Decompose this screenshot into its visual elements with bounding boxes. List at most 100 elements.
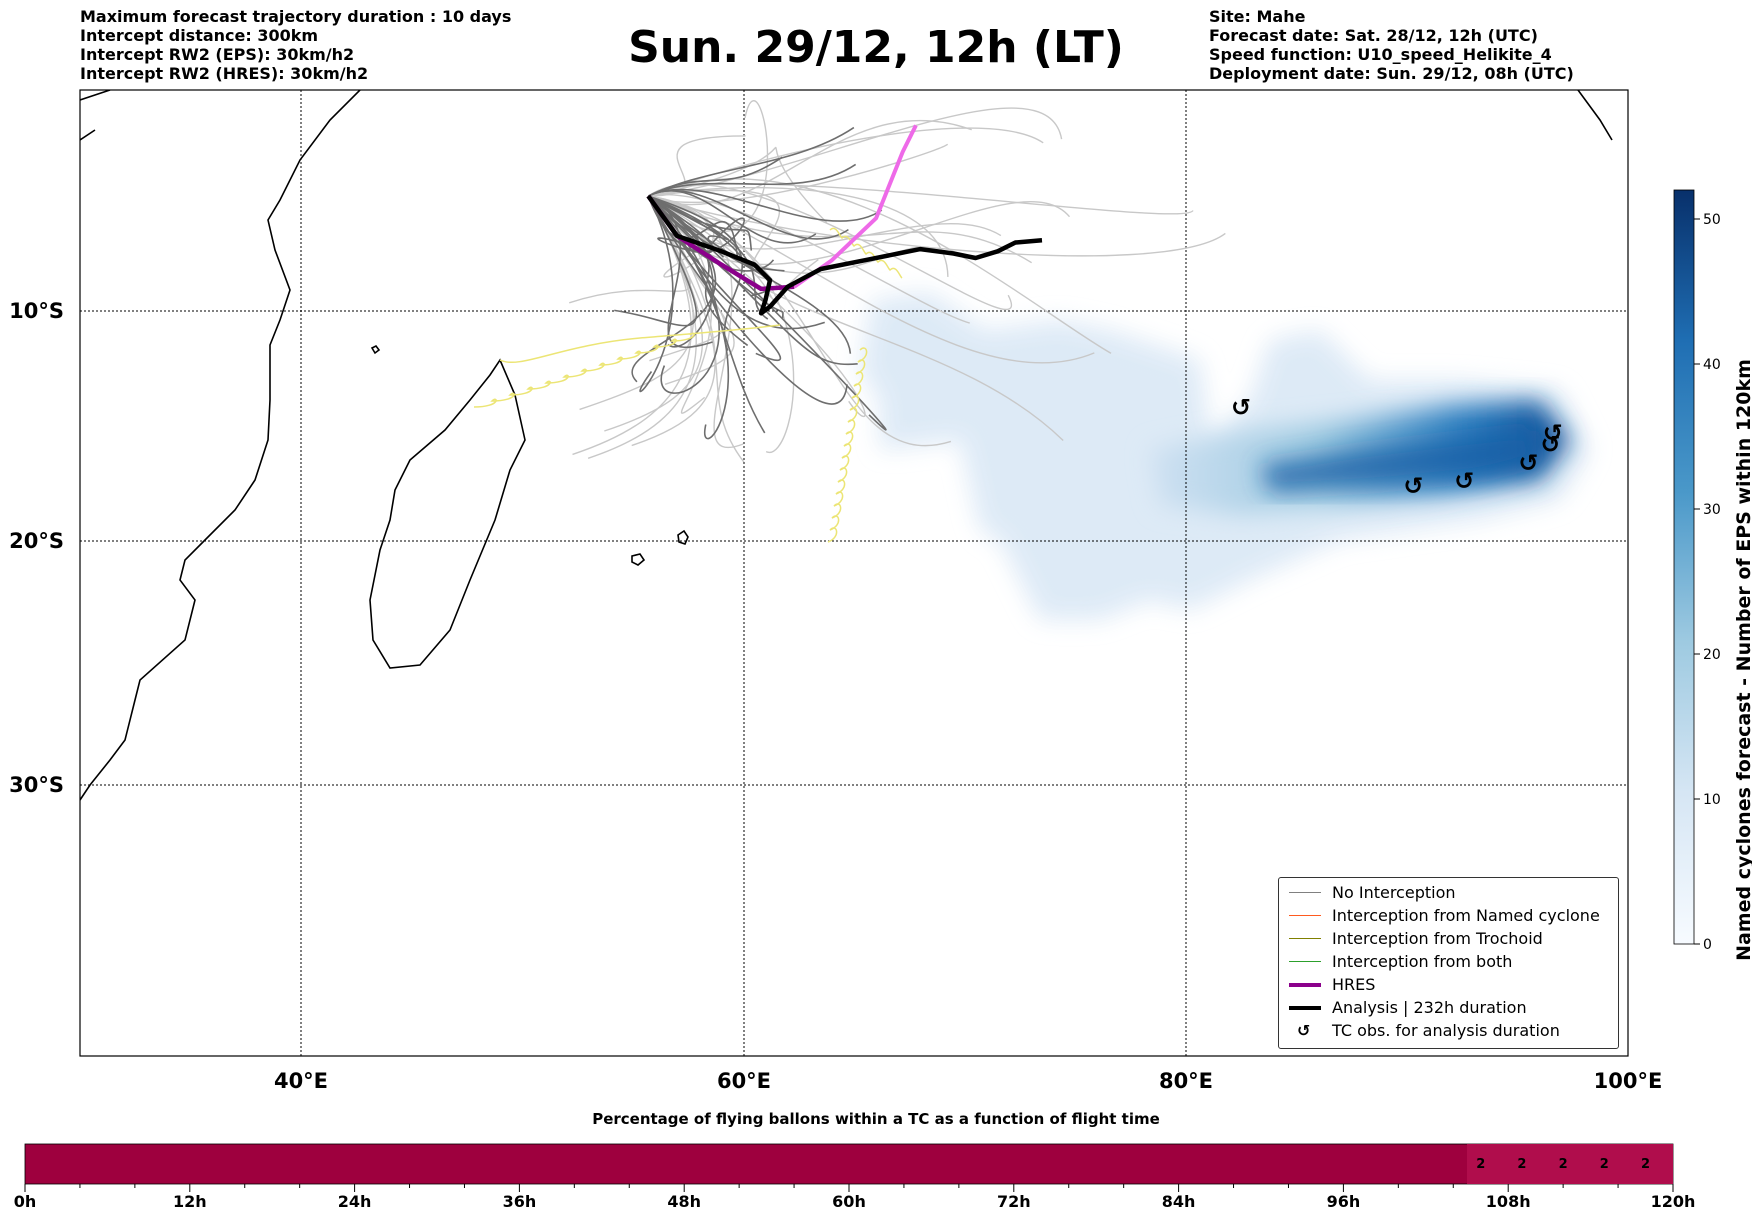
legend-item-both: Interception from both — [1279, 951, 1618, 973]
intercept-distance: Intercept distance: 300km — [80, 26, 319, 45]
flight-time-bar-ticks: 0h 12h 24h 36h 48h 60h 72h 84h 96h 108h 120h — [14, 1184, 1696, 1211]
graticule — [80, 90, 1628, 1056]
legend-swatch — [1289, 1006, 1321, 1010]
lon-tick-label: 100°E — [1594, 1069, 1663, 1093]
analysis-track — [646, 194, 1043, 316]
colorbar-ticks: 0 10 20 30 40 50 — [1694, 212, 1721, 953]
forecast-date: Forecast date: Sat. 28/12, 12h (UTC) — [1209, 26, 1538, 45]
eps-trajectory — [648, 195, 769, 320]
header-right-info: Site: Mahe Forecast date: Sat. 28/12, 12… — [1209, 7, 1574, 83]
tc-density-heatmap — [860, 292, 1590, 620]
colorbar-tick-label: 50 — [1703, 212, 1721, 228]
eps-trajectory — [648, 193, 970, 324]
eps-trajectory — [648, 195, 715, 278]
flight-bar-title: Percentage of flying ballons within a TC… — [592, 1110, 1160, 1128]
lat-tick-label: 30°S — [9, 773, 64, 797]
flight-bar-tick-label: 0h — [14, 1192, 37, 1211]
eps-trajectory — [647, 195, 730, 258]
flight-bar-tick-label: 108h — [1486, 1192, 1531, 1211]
madagascar-coastline — [369, 358, 526, 669]
site-name: Site: Mahe — [1209, 7, 1306, 26]
legend-label: Analysis | 232h duration — [1332, 998, 1527, 1017]
map-frame — [79, 89, 1629, 1057]
speed-function: Speed function: U10_speed_Helikite_4 — [1209, 45, 1552, 64]
eps-trajectory — [647, 188, 883, 222]
eps-trajectory — [647, 195, 753, 251]
flight-bar-tick-label: 24h — [338, 1192, 372, 1211]
flight-time-bar-fill — [24, 1143, 1674, 1185]
legend-item-no-interception: No Interception — [1279, 882, 1618, 904]
eps-trajectory — [648, 195, 1226, 257]
flight-bar-tick-label: 120h — [1651, 1192, 1696, 1211]
eps-trajectory — [648, 146, 828, 223]
eps-trajectory — [647, 163, 857, 197]
flight-bar-tick-label: 72h — [997, 1192, 1031, 1211]
eps-trajectories-trochoid — [473, 227, 903, 543]
page-title: Sun. 29/12, 12h (LT) — [628, 22, 1124, 73]
eps-trajectory — [647, 195, 887, 431]
legend-item-named-cyclone: Interception from Named cyclone — [1279, 905, 1618, 927]
tc-obs-icon: ↺ — [1403, 472, 1423, 500]
legend-item-analysis: Analysis | 232h duration — [1279, 997, 1618, 1019]
flight-bar-value: 2 — [1476, 1157, 1485, 1172]
flight-time-bar: 2 2 2 2 2 0h 12h 24h 36h 48h 60h 72h 84h 96h 108h 120h — [14, 1143, 1696, 1211]
legend-label: Interception from Trochoid — [1332, 929, 1543, 948]
colorbar-tick-label: 30 — [1703, 502, 1721, 518]
lon-tick-label: 60°E — [717, 1069, 771, 1093]
eps-trajectory — [614, 195, 698, 327]
tc-obs-icon: ↺ — [1231, 394, 1251, 422]
legend-label: Interception from both — [1332, 952, 1513, 971]
flight-bar-value: 2 — [1517, 1157, 1526, 1172]
sumatra-coastline — [1577, 90, 1613, 141]
legend-label: TC obs. for analysis duration — [1332, 1021, 1560, 1040]
colorbar-tick-label: 0 — [1703, 937, 1712, 953]
legend-item-hres: HRES — [1279, 974, 1618, 996]
flight-bar-tick-label: 48h — [667, 1192, 701, 1211]
tc-obs-icon: ↺ — [1541, 430, 1561, 458]
tc-obs-icon: ↺ — [1518, 449, 1538, 477]
legend-label: No Interception — [1332, 883, 1456, 902]
trochoid-trajectory — [473, 332, 695, 408]
tc-density-core-area — [1260, 430, 1540, 492]
map-axis-labels: 40°E 60°E 80°E 100°E 10°S 20°S 30°S — [9, 299, 1662, 1093]
eps-trajectory — [647, 126, 855, 197]
legend-item-tc-obs: ↺ TC obs. for analysis duration — [1279, 1020, 1618, 1042]
eps-trajectory — [647, 195, 745, 253]
flight-bar-tick-label: 84h — [1162, 1192, 1196, 1211]
max-trajectory-duration: Maximum forecast trajectory duration : 1… — [80, 7, 512, 26]
eps-trajectory — [572, 195, 692, 456]
eps-trajectory — [647, 195, 730, 440]
legend-swatch — [1289, 983, 1321, 987]
legend-swatch — [1289, 938, 1321, 939]
flight-bar-tick-label: 96h — [1327, 1192, 1361, 1211]
colorbar-tick-label: 40 — [1703, 357, 1721, 373]
mauritius-island — [677, 529, 689, 545]
eps-trajectory — [648, 119, 972, 206]
eps-trajectory — [647, 189, 817, 244]
lon-tick-label: 40°E — [274, 1069, 328, 1093]
flight-bar-value: 2 — [1559, 1157, 1568, 1172]
colorbar-gradient — [1673, 189, 1695, 945]
eps-trajectory — [647, 195, 866, 418]
tc-obs-icon: ↺ — [1454, 467, 1474, 495]
eps-trajectory — [639, 195, 674, 393]
lat-tick-label: 10°S — [9, 299, 64, 323]
flight-time-bar-highlight — [1467, 1144, 1673, 1184]
eps-trajectory — [647, 195, 749, 347]
reunion-island — [631, 553, 646, 566]
tc-observations: ↺↺ ↺↺↺↺ — [1231, 394, 1563, 500]
legend-swatch — [1289, 961, 1321, 962]
lon-tick-label: 80°E — [1159, 1069, 1213, 1093]
map-legend: No Interception Interception from Named … — [1278, 877, 1619, 1049]
colorbar-label: Named cyclones forecast - Number of EPS … — [1733, 359, 1752, 961]
eps-trajectory — [647, 195, 720, 394]
coastlines — [80, 90, 1613, 801]
africa-coastline — [80, 90, 361, 801]
trochoid-trajectory — [829, 227, 903, 279]
eps-trajectory — [569, 195, 691, 304]
intercept-rw2-eps: Intercept RW2 (EPS): 30km/h2 — [80, 45, 355, 64]
deployment-date: Deployment date: Sun. 29/12, 08h (UTC) — [1209, 64, 1574, 83]
flight-bar-value: 2 — [1641, 1157, 1650, 1172]
tc-obs-icon: ↺ — [1543, 419, 1563, 447]
